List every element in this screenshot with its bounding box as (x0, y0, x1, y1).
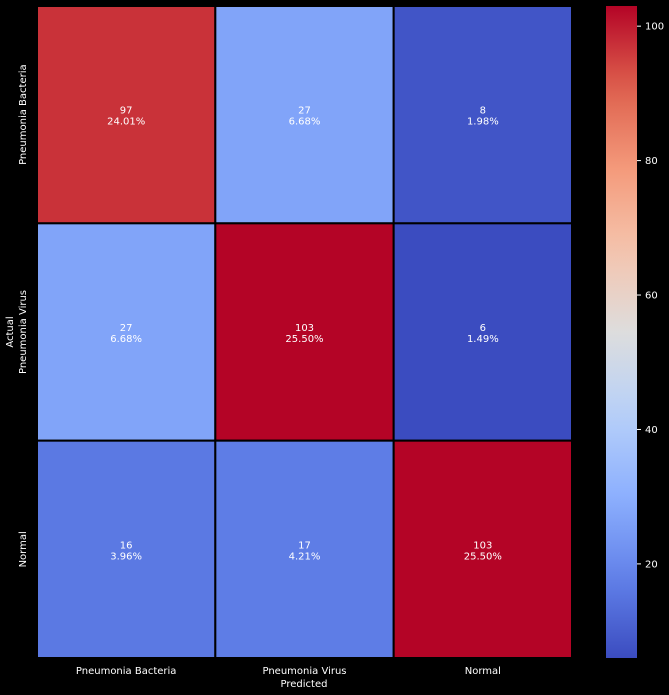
colorbar (606, 6, 637, 658)
colorbar-tick-label-2: 60 (645, 291, 658, 302)
cell-count-r1-c1: 103 (295, 323, 314, 334)
colorbar-tick-label-4: 100 (645, 22, 664, 33)
cell-count-r0-c0: 97 (120, 106, 133, 117)
cell-percentage-r2-c0: 3.96% (110, 551, 142, 562)
heatmap-cell-r0-c1 (214, 5, 395, 225)
y-tick-label-0: Pneumonia Bacteria (18, 64, 29, 165)
cell-percentage-r0-c2: 1.98% (467, 117, 499, 128)
x-tick-labels: Pneumonia Bacteria Pneumonia Virus Normal (76, 666, 501, 677)
x-tick-label-1: Pneumonia Virus (262, 666, 346, 677)
cell-count-r2-c2: 103 (473, 540, 492, 551)
cell-percentage-r2-c2: 25.50% (464, 551, 502, 562)
colorbar-tick-label-3: 80 (645, 156, 658, 167)
heatmap-cell-r0-c2 (392, 5, 573, 225)
y-axis-label: Actual (5, 316, 16, 347)
cell-count-r2-c0: 16 (120, 540, 133, 551)
x-axis-label: Predicted (281, 679, 328, 690)
y-tick-label-2: Normal (18, 531, 29, 567)
heatmap-cell-labels: 9724.01%276.68%81.98%276.68%10325.50%61.… (107, 106, 502, 563)
cell-count-r2-c1: 17 (298, 540, 311, 551)
cell-percentage-r1-c0: 6.68% (110, 334, 142, 345)
cell-count-r0-c1: 27 (298, 106, 311, 117)
colorbar-tick-label-0: 20 (645, 559, 658, 570)
cell-percentage-r2-c1: 4.21% (289, 551, 321, 562)
cell-count-r0-c2: 8 (480, 106, 486, 117)
cell-percentage-r0-c0: 24.01% (107, 117, 145, 128)
heatmap-cells (36, 5, 573, 659)
colorbar-ticks: 20 40 60 80 100 (637, 22, 664, 570)
x-tick-label-2: Normal (465, 666, 501, 677)
heatmap-cell-r2-c0 (36, 439, 217, 659)
cell-percentage-r0-c1: 6.68% (289, 117, 321, 128)
cell-count-r1-c0: 27 (120, 323, 133, 334)
heatmap-cell-r2-c2 (392, 439, 573, 659)
cell-count-r1-c2: 6 (480, 323, 486, 334)
heatmap-cell-r0-c0 (36, 5, 217, 225)
colorbar-tick-label-1: 40 (645, 425, 658, 436)
y-tick-labels: Pneumonia Bacteria Pneumonia Virus Normal (18, 64, 29, 567)
cell-percentage-r1-c1: 25.50% (285, 334, 323, 345)
x-tick-label-0: Pneumonia Bacteria (76, 666, 177, 677)
heatmap-cell-r1-c0 (36, 222, 217, 442)
y-tick-label-1: Pneumonia Virus (18, 290, 29, 374)
heatmap-cell-r2-c1 (214, 439, 395, 659)
cell-percentage-r1-c2: 1.49% (467, 334, 499, 345)
